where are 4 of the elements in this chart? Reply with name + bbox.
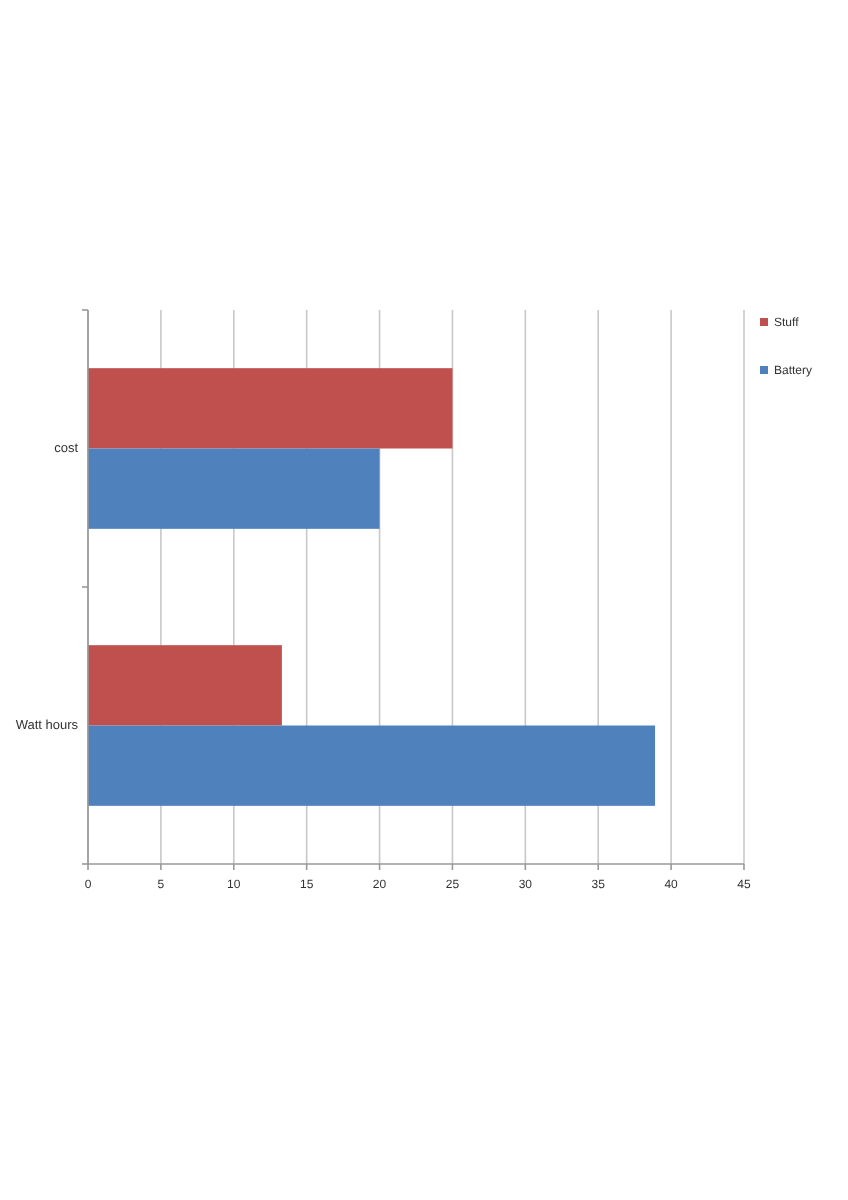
bar	[88, 725, 656, 806]
bar	[88, 645, 282, 726]
bar	[88, 368, 453, 449]
bar	[88, 448, 380, 529]
